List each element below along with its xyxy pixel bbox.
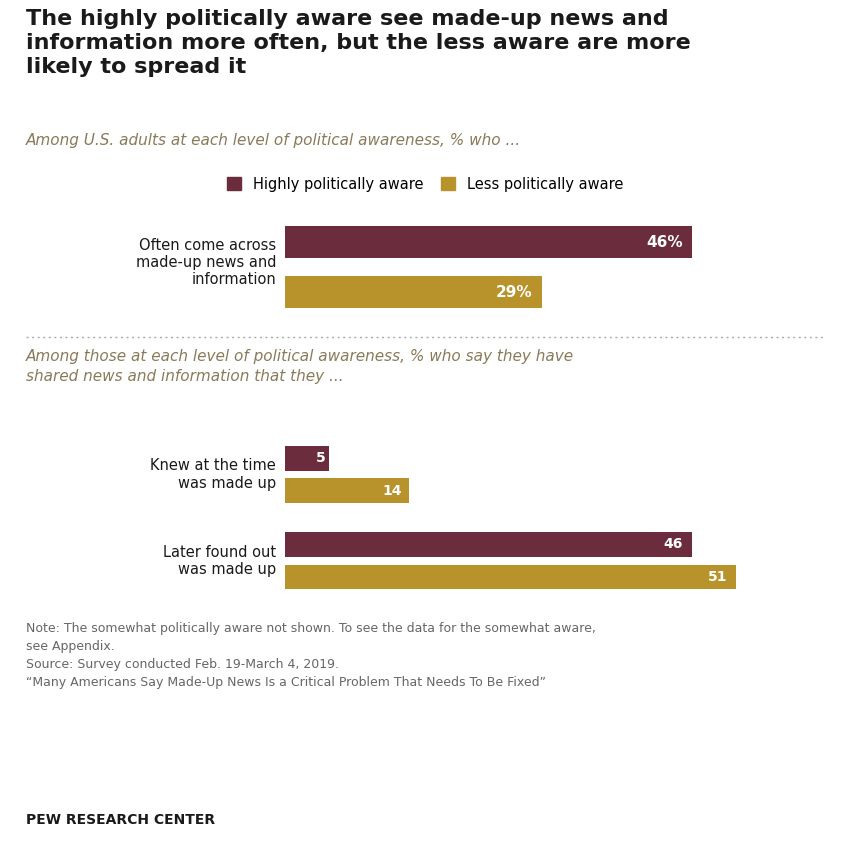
Text: Note: The somewhat politically aware not shown. To see the data for the somewhat: Note: The somewhat politically aware not… [26, 622, 595, 689]
Bar [285, 565, 736, 590]
Text: Among those at each level of political awareness, % who say they have
shared new: Among those at each level of political a… [26, 349, 574, 384]
Text: 14: 14 [382, 484, 401, 498]
Bar [285, 446, 329, 470]
Text: 51: 51 [708, 570, 728, 584]
Text: 5: 5 [315, 452, 326, 465]
Bar [285, 226, 692, 258]
Text: 29%: 29% [496, 285, 533, 300]
Bar [285, 532, 692, 557]
Text: 46: 46 [664, 538, 683, 551]
Bar [285, 478, 409, 504]
Text: Knew at the time
was made up: Knew at the time was made up [150, 458, 276, 491]
Legend: Highly politically aware, Less politically aware: Highly politically aware, Less political… [227, 176, 623, 192]
Text: The highly politically aware see made-up news and
information more often, but th: The highly politically aware see made-up… [26, 9, 690, 77]
Text: 46%: 46% [647, 234, 683, 250]
Bar [285, 276, 541, 308]
Text: Often come across
made-up news and
information: Often come across made-up news and infor… [136, 238, 276, 287]
Text: Later found out
was made up: Later found out was made up [163, 544, 276, 577]
Text: PEW RESEARCH CENTER: PEW RESEARCH CENTER [26, 813, 214, 827]
Text: Among U.S. adults at each level of political awareness, % who ...: Among U.S. adults at each level of polit… [26, 133, 520, 148]
